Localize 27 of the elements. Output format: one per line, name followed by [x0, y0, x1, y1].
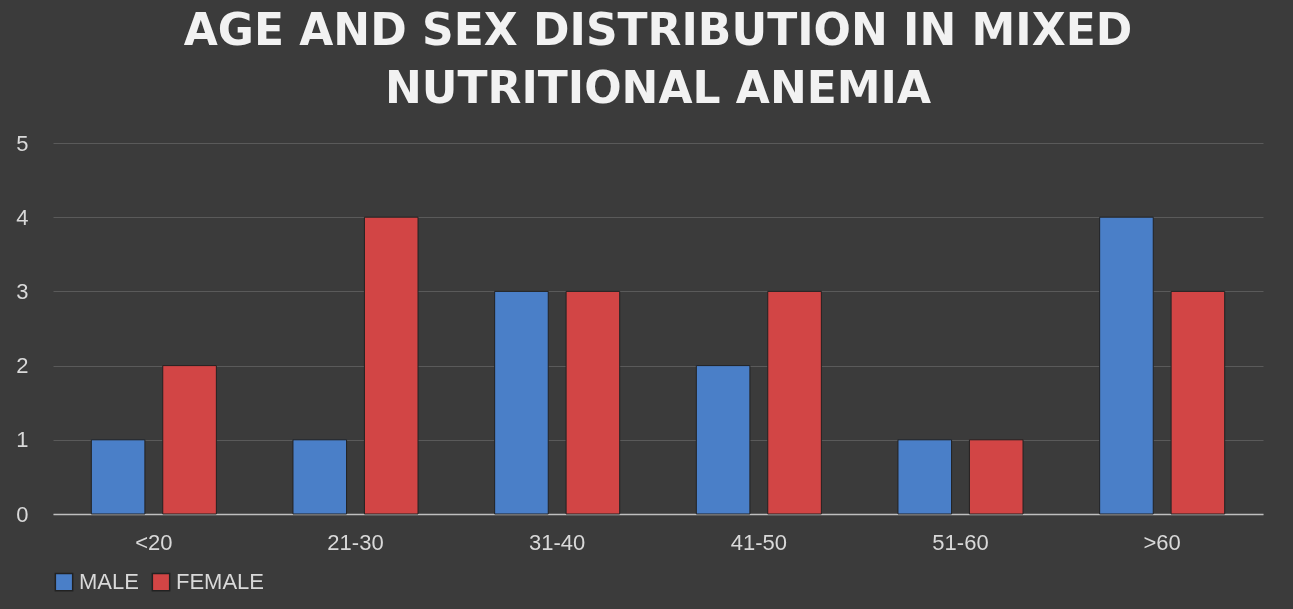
x-tick-label: 41-50 [730, 529, 787, 555]
x-tick-label: >60 [1143, 529, 1181, 555]
y-tick-label: 3 [16, 278, 29, 304]
bar [897, 439, 953, 515]
bar [565, 290, 621, 515]
bar [1170, 290, 1226, 515]
bar [494, 290, 549, 515]
y-tick-label: 5 [16, 130, 29, 156]
y-tick-label: 1 [16, 427, 29, 453]
x-tick-label: <20 [135, 529, 173, 555]
y-tick-label: 4 [16, 204, 29, 230]
bar [162, 365, 217, 515]
x-tick-label: 31-40 [529, 529, 586, 555]
bar [968, 439, 1024, 515]
chart-title: AGE AND SEX DISTRIBUTION IN MIXED NUTRITIONAL ANEMIA [183, 4, 1133, 113]
x-tick-label: 21-30 [327, 529, 384, 555]
y-tick-label: 0 [16, 501, 29, 527]
bar [1099, 216, 1154, 515]
legend-label: FEMALE [176, 569, 265, 595]
bar [363, 216, 419, 515]
y-tick-label: 2 [16, 353, 29, 379]
bar [292, 439, 348, 515]
x-tick-label: 51-60 [932, 529, 989, 555]
legend-label: MALE [79, 569, 139, 595]
bar [695, 365, 751, 515]
bar [90, 439, 146, 515]
bar [767, 290, 822, 515]
